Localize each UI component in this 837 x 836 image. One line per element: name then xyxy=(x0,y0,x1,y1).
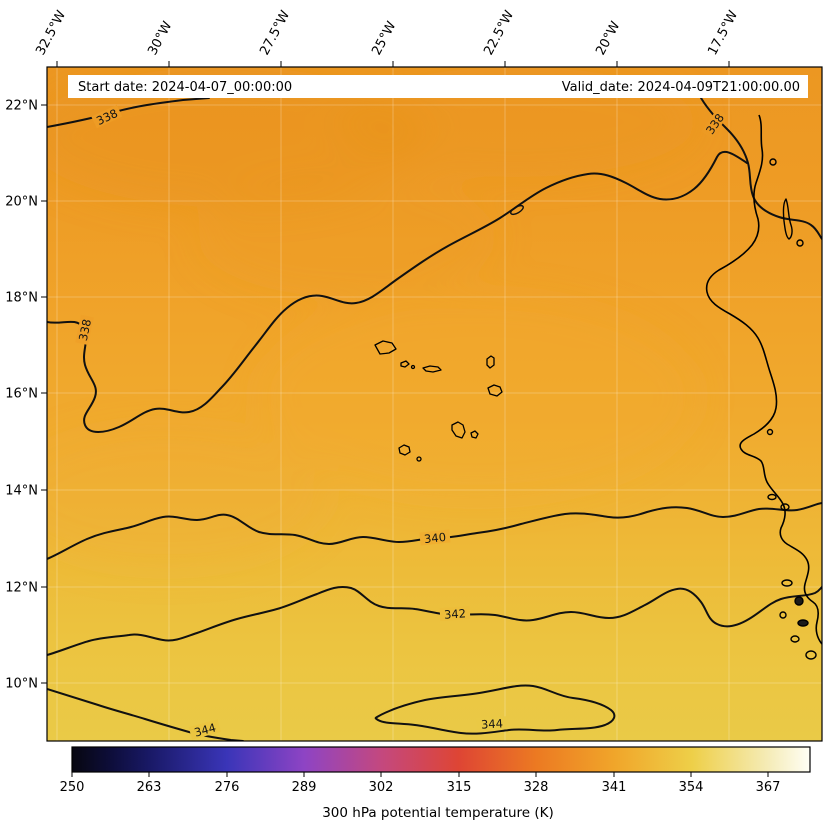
cb-tick-328: 328 xyxy=(524,780,549,795)
island-sal xyxy=(486,355,495,369)
theta-field-patches xyxy=(47,67,697,567)
colorbar-tick-labels: 250 263 276 289 302 315 328 341 354 367 xyxy=(60,780,781,795)
graticule xyxy=(47,67,822,741)
contour-label-338-west: 338 xyxy=(76,318,94,342)
island-sao-nicolau xyxy=(422,365,442,373)
west-africa-coastline xyxy=(705,114,822,645)
y-tick-14n: 14°N xyxy=(5,484,38,499)
contour-label-344-west: 344 xyxy=(193,720,218,739)
y-tick-20n: 20°N xyxy=(5,195,38,210)
map-frame xyxy=(46,66,823,742)
cb-tick-302: 302 xyxy=(369,780,394,795)
latitude-axis: 22°N 20°N 18°N 16°N 14°N 12°N 10°N xyxy=(5,99,47,692)
cape-verde-islands xyxy=(374,340,503,462)
island-fogo xyxy=(398,444,411,456)
y-tick-12n: 12°N xyxy=(5,581,38,596)
y-tick-10n: 10°N xyxy=(5,677,38,692)
banc-darguin-islands xyxy=(769,158,804,247)
cb-tick-250: 250 xyxy=(60,780,85,795)
cb-tick-276: 276 xyxy=(215,780,240,795)
colorbar-caption: 300 hPa potential temperature (K) xyxy=(322,805,554,821)
start-date-text: Start date: 2024-04-07_00:00:00 xyxy=(78,80,292,95)
colorbar-gradient-bar xyxy=(71,746,811,773)
contour-label-bg xyxy=(701,108,728,139)
contour-label-bg xyxy=(75,314,94,345)
cb-tick-315: 315 xyxy=(447,780,472,795)
cb-tick-263: 263 xyxy=(137,780,162,795)
date-header-band: Start date: 2024-04-07_00:00:00 Valid_da… xyxy=(68,75,808,98)
contour-label-344-cell: 344 xyxy=(481,716,504,731)
contour-label-bg xyxy=(91,104,123,129)
y-tick-16n: 16°N xyxy=(5,387,38,402)
colorbar-tick-marks xyxy=(71,772,769,777)
cb-tick-367: 367 xyxy=(756,780,781,795)
contour-338-small-cell xyxy=(510,204,524,216)
contour-label-bg xyxy=(188,719,222,740)
island-sao-vicente xyxy=(400,360,410,368)
y-tick-18n: 18°N xyxy=(5,291,38,306)
contour-label-bg xyxy=(476,716,508,731)
coastline xyxy=(374,114,822,660)
map-content: 338 338 338 340 342 xyxy=(47,67,822,741)
island-santo-antao xyxy=(374,340,397,355)
date-header-background xyxy=(68,75,808,98)
contour-label-340: 340 xyxy=(423,530,446,546)
island-maio xyxy=(470,430,479,439)
longitude-tick-marks xyxy=(56,61,730,67)
contour-label-bg xyxy=(439,605,471,622)
cb-tick-341: 341 xyxy=(602,780,627,795)
contour-label-bg xyxy=(419,529,451,546)
bijagos-islands xyxy=(779,579,817,660)
latitude-tick-marks xyxy=(41,104,47,684)
contour-inline-labels: 338 338 338 340 342 xyxy=(75,104,728,740)
contour-label-342: 342 xyxy=(444,606,467,621)
contour-342 xyxy=(47,585,822,656)
contour-338-northeast xyxy=(700,97,822,240)
colorbar: 250 263 276 289 302 315 328 341 354 367 … xyxy=(60,746,811,821)
cb-tick-354: 354 xyxy=(679,780,704,795)
island-brava xyxy=(416,456,422,462)
theta-contours xyxy=(47,97,822,741)
valid-date-text: Valid_date: 2024-04-09T21:00:00.00 xyxy=(562,80,800,95)
cb-tick-289: 289 xyxy=(292,780,317,795)
contour-344-closed-cell xyxy=(374,684,616,735)
contour-338-main xyxy=(47,150,748,433)
island-santa-luzia xyxy=(410,364,416,370)
island-boa-vista xyxy=(487,384,503,397)
senegal-estuary-islets xyxy=(766,428,790,511)
map-plot-area: 338 338 338 340 342 xyxy=(46,66,823,742)
contour-340 xyxy=(47,502,822,560)
island-santiago xyxy=(451,421,466,439)
y-tick-22n: 22°N xyxy=(5,99,38,114)
